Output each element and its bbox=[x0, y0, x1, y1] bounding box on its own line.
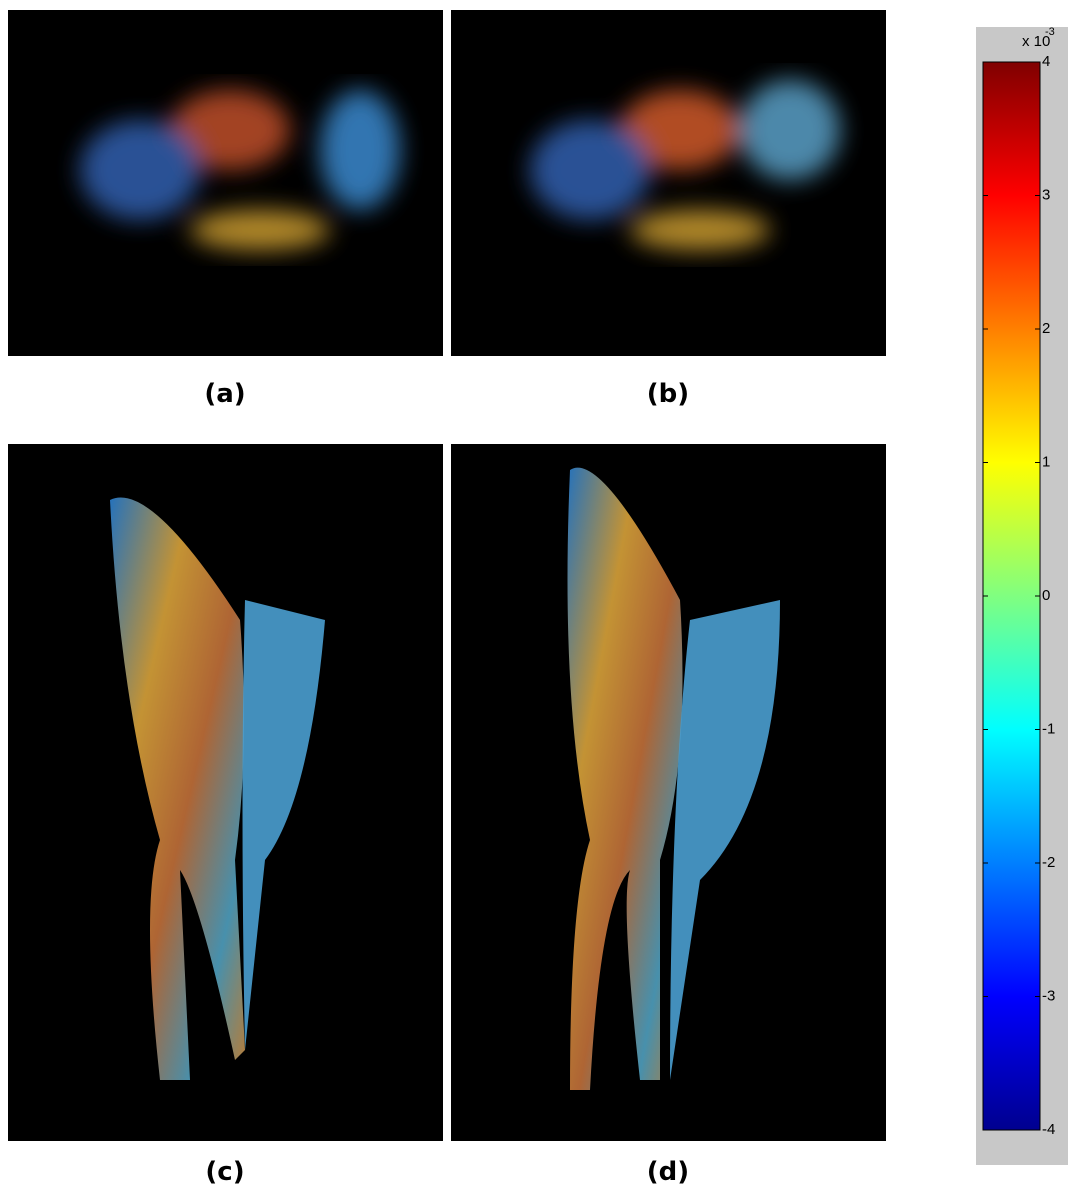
tick-label: -3 bbox=[1042, 987, 1055, 1004]
colorbar-exponent: -3 bbox=[1045, 26, 1055, 38]
page: (a) (b) (c) (d) x 10 -3 -4-3-2-101234 ((… bbox=[0, 0, 1068, 1194]
panel-a-image bbox=[8, 10, 443, 356]
tick-label: -2 bbox=[1042, 854, 1055, 871]
tick-label: 3 bbox=[1042, 186, 1050, 203]
tick-label: 0 bbox=[1042, 587, 1050, 604]
panel-label: (c) bbox=[205, 1157, 244, 1187]
panel-c-image bbox=[8, 444, 443, 1141]
tick-label: -1 bbox=[1042, 720, 1055, 737]
panel-b-image bbox=[451, 10, 886, 356]
tick-label: 2 bbox=[1042, 320, 1050, 337]
panel-label: (d) bbox=[647, 1157, 689, 1187]
tick-label: 4 bbox=[1042, 53, 1050, 70]
tick-label: 1 bbox=[1042, 453, 1050, 470]
colorbar bbox=[983, 62, 1040, 1130]
panel-label: (b) bbox=[647, 379, 689, 409]
figure: (a) (b) (c) (d) x 10 -3 -4-3-2-101234 bbox=[0, 0, 1068, 1194]
panel-label: (a) bbox=[204, 379, 245, 409]
tick-label: -4 bbox=[1042, 1121, 1055, 1138]
panel-d-image bbox=[451, 444, 886, 1141]
